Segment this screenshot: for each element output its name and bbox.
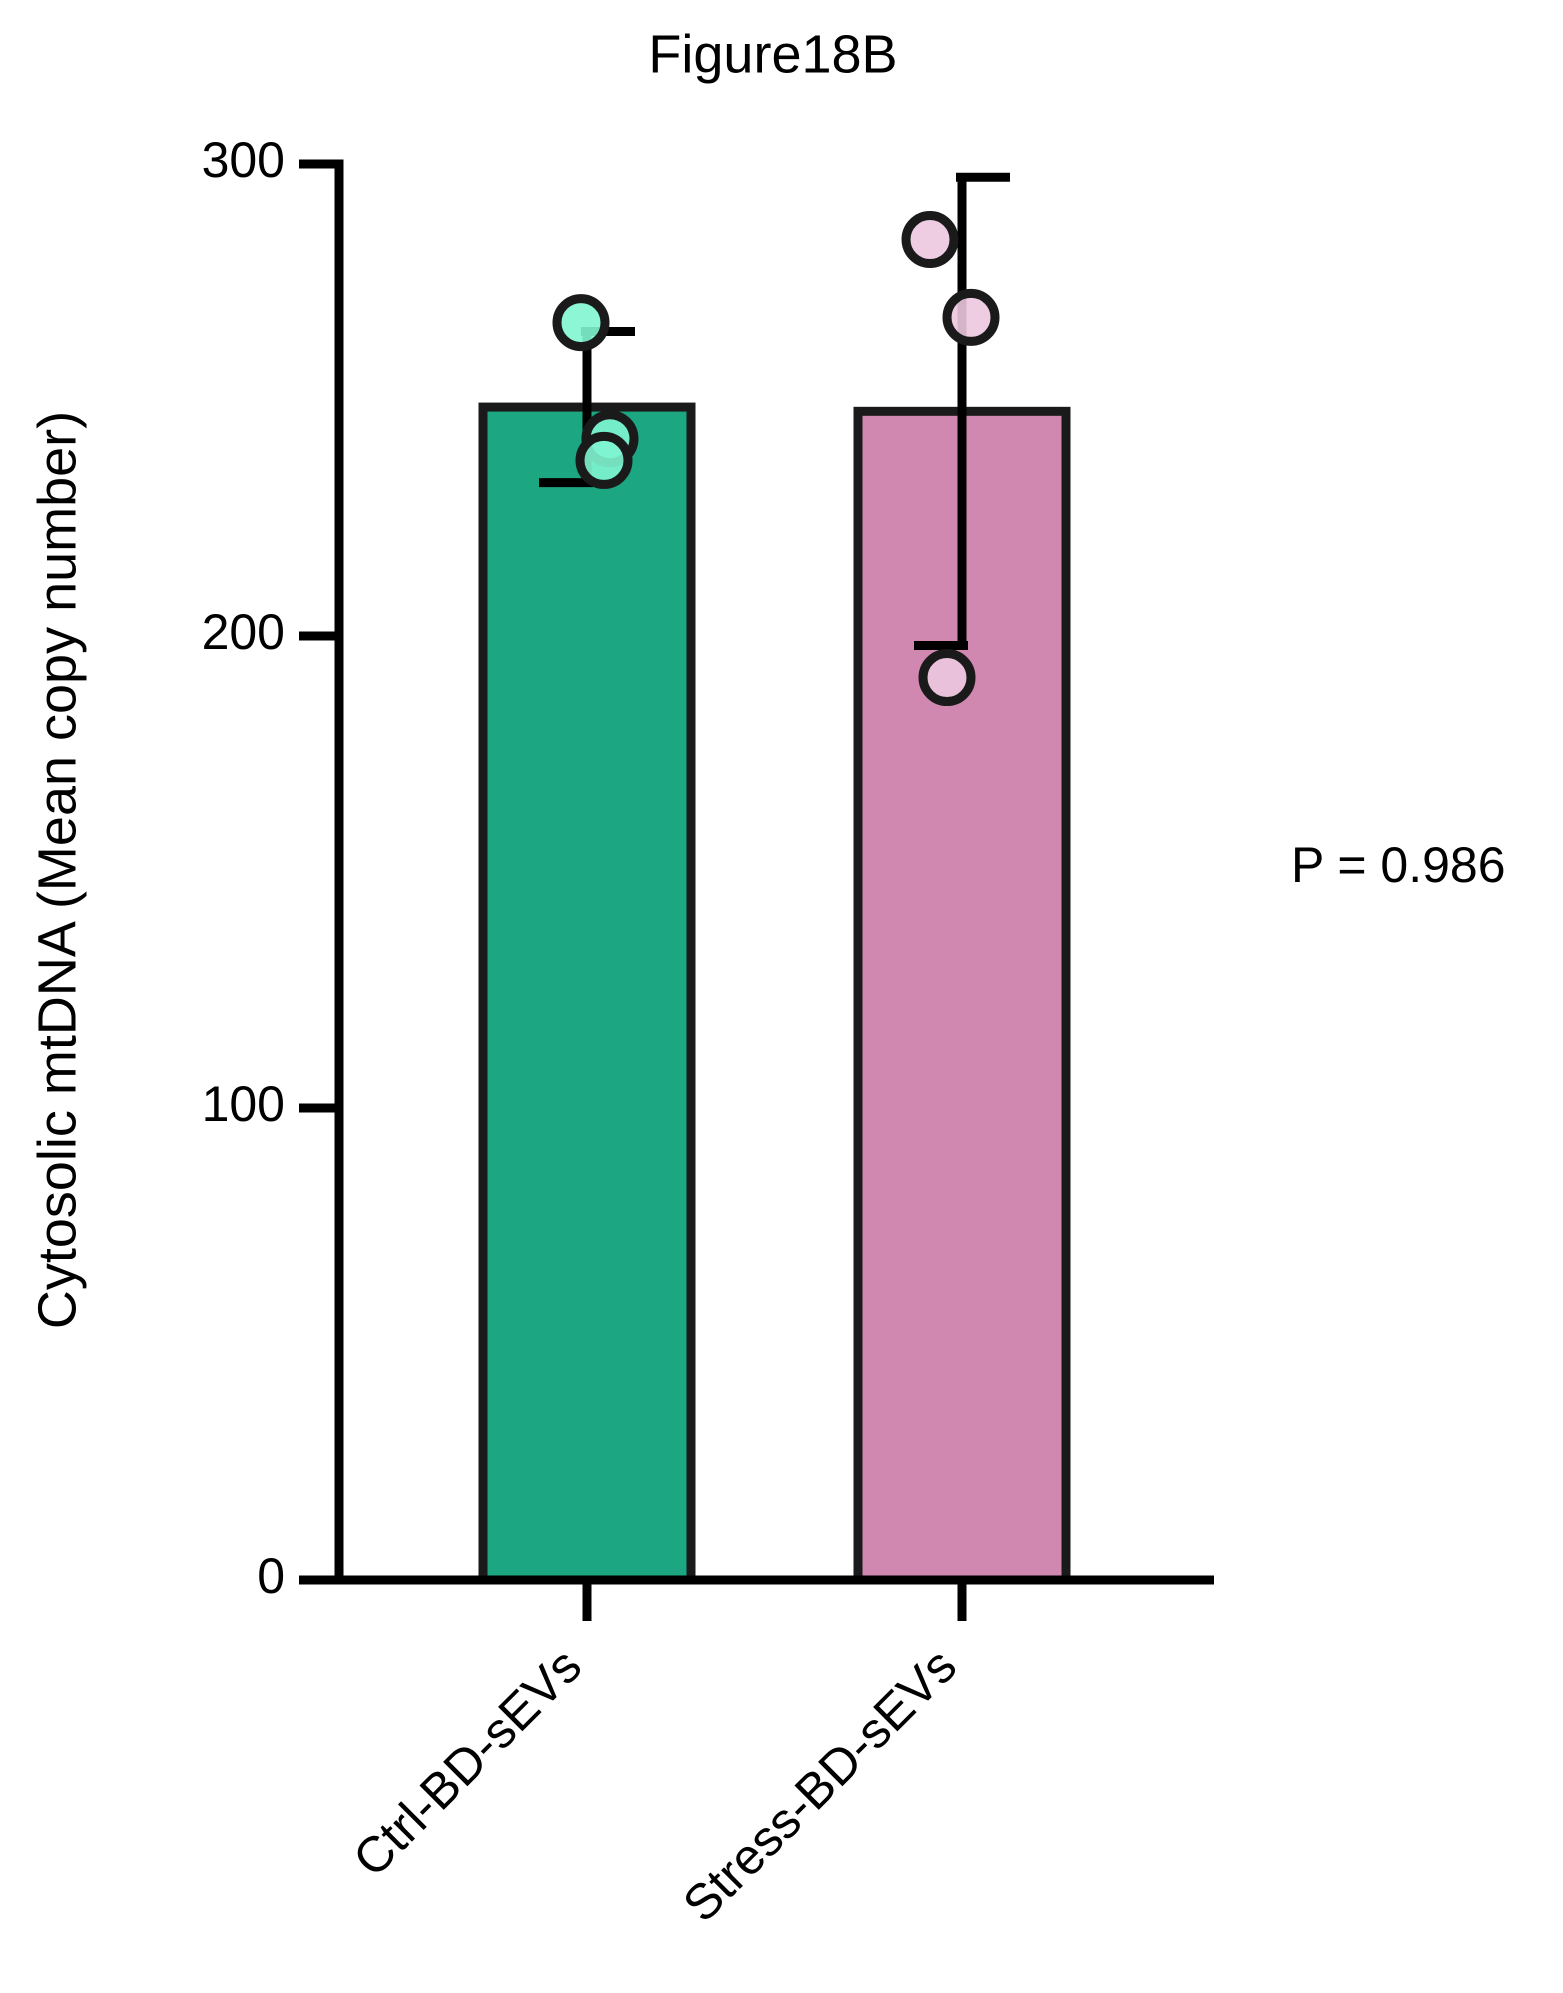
data-point bbox=[575, 431, 633, 489]
data-point bbox=[942, 288, 1000, 346]
bar bbox=[478, 402, 696, 1585]
y-axis-label: Cytosolic mtDNA (Mean copy number) bbox=[27, 411, 87, 1329]
error-bar bbox=[914, 172, 1010, 650]
data-point bbox=[918, 649, 976, 707]
data-point bbox=[552, 294, 610, 352]
x-tick-label: Ctrl-BD-sEVs bbox=[342, 1638, 592, 1888]
y-tick-label: 300 bbox=[202, 132, 285, 188]
annotation: P = 0.986 bbox=[1291, 837, 1506, 893]
y-tick-label: 200 bbox=[202, 604, 285, 660]
data-point bbox=[901, 211, 959, 269]
y-tick-label: 0 bbox=[257, 1548, 285, 1604]
x-tick-label: Stress-BD-sEVs bbox=[672, 1638, 967, 1933]
y-tick-label: 100 bbox=[202, 1076, 285, 1132]
chart-title: Figure18B bbox=[648, 24, 897, 84]
